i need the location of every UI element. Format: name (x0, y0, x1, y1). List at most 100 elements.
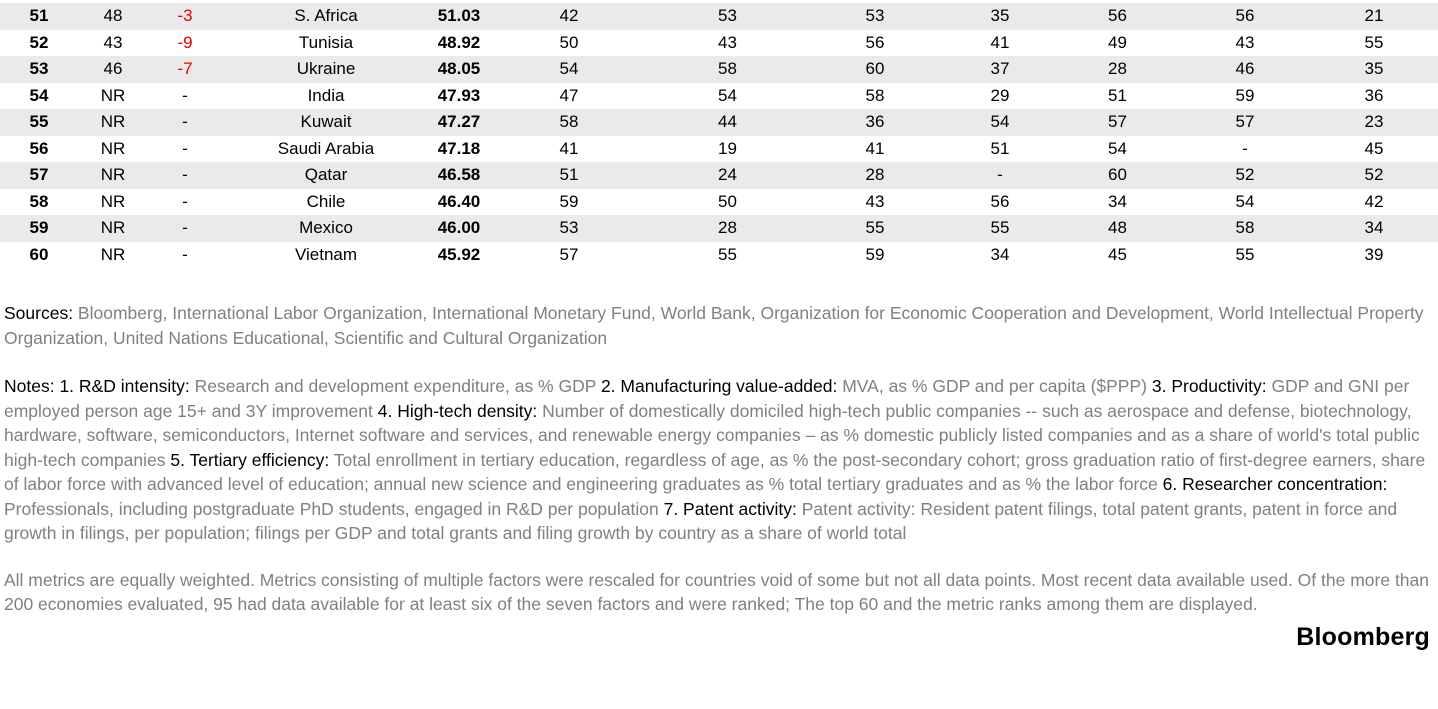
metric-rank-cell: 24 (718, 165, 737, 185)
metric-rank-cell: 43 (1235, 32, 1255, 52)
score-cell: 48.05 (437, 59, 481, 79)
metric-rank-cell: 54 (559, 59, 579, 79)
metric-rank-cell: 51 (1108, 85, 1127, 105)
change-cell: - (182, 85, 188, 105)
paragraph-label: 6. Researcher concentration: (1162, 474, 1388, 494)
metric-rank-cell: 57 (1108, 112, 1127, 132)
metric-rank-cell: 19 (718, 138, 737, 158)
metric-rank-cell: 55 (990, 218, 1010, 238)
country-cell: S. Africa (294, 6, 358, 26)
metric-rank-cell: 46 (1235, 59, 1255, 79)
metric-rank-cell: 48 (1108, 218, 1127, 238)
methodology-paragraph: All metrics are equally weighted. Metric… (4, 568, 1434, 617)
metric-rank-cell: 51 (559, 165, 579, 185)
previous-rank-cell: NR (100, 138, 126, 158)
paragraph-label: Notes: 1. R&D intensity: (4, 376, 190, 396)
paragraph-label: 4. High-tech density: (377, 400, 538, 421)
paragraph-text: GDP and GNI per employed person age 15+ … (4, 376, 1410, 421)
metric-rank-cell: 45 (1108, 244, 1127, 264)
previous-rank-cell: NR (100, 218, 126, 238)
table-row: 53 46 -7 Ukraine 48.05 54 58 60 37 28 46 35 (0, 56, 1438, 83)
table-row: 59 NR - Mexico 46.00 53 28 55 55 48 58 34 (0, 215, 1438, 242)
paragraph-text: Bloomberg, International Labor Organizat… (4, 303, 1424, 348)
metric-rank-cell: 54 (990, 112, 1010, 132)
metric-rank-cell: 57 (1235, 112, 1255, 132)
metric-rank-cell: 45 (1364, 138, 1384, 158)
change-cell: - (182, 165, 188, 185)
country-cell: Chile (306, 191, 346, 211)
bloomberg-logo: Bloomberg (1296, 622, 1430, 651)
country-cell: Mexico (299, 218, 353, 238)
metric-rank-cell: 21 (1364, 6, 1384, 26)
change-cell: -7 (177, 59, 193, 79)
metric-rank-cell: 49 (1108, 32, 1127, 52)
paragraph-label: 7. Patent activity: (663, 498, 797, 519)
rank-cell: 59 (29, 218, 49, 238)
metric-rank-cell: 59 (1235, 85, 1255, 105)
metric-rank-cell: 52 (1364, 165, 1384, 185)
metric-rank-cell: 36 (865, 112, 885, 132)
change-cell: - (182, 218, 188, 238)
paragraph-label: Sources: (4, 303, 74, 323)
rank-cell: 56 (29, 138, 49, 158)
metric-rank-cell: 37 (990, 59, 1010, 79)
metric-rank-cell: 23 (1364, 112, 1384, 132)
metric-rank-cell: 55 (1235, 244, 1255, 264)
metric-rank-cell: 39 (1364, 244, 1384, 264)
metric-rank-cell: 53 (718, 6, 737, 26)
score-cell: 47.27 (437, 112, 481, 132)
metric-rank-cell: 36 (1364, 85, 1384, 105)
metric-rank-cell: 55 (865, 218, 885, 238)
metric-rank-cell: 41 (990, 32, 1010, 52)
rank-cell: 55 (29, 112, 49, 132)
table-row: 56 NR - Saudi Arabia 47.18 41 19 41 51 54 - 45 (0, 136, 1438, 163)
paragraph-text: MVA, as % GDP and per capita ($PPP) (837, 376, 1152, 396)
metric-rank-cell: 29 (990, 85, 1010, 105)
paragraph-label: 5. Tertiary efficiency: (170, 449, 330, 470)
metric-rank-cell: 34 (990, 244, 1010, 264)
metric-rank-cell: 59 (865, 244, 885, 264)
metric-rank-cell: 56 (1235, 6, 1255, 26)
table-row: 54 NR - India 47.93 47 54 58 29 51 59 36 (0, 83, 1438, 110)
metric-rank-cell: 47 (559, 85, 579, 105)
metric-rank-cell: 53 (559, 218, 579, 238)
rank-cell: 54 (29, 85, 49, 105)
country-cell: Saudi Arabia (277, 138, 375, 158)
paragraph-text: Patent activity: Resident patent filings… (4, 498, 1398, 544)
previous-rank-cell: NR (100, 165, 126, 185)
metric-rank-cell: 28 (865, 165, 885, 185)
country-cell: Ukraine (296, 59, 356, 79)
table-row: 58 NR - Chile 46.40 59 50 43 56 34 54 42 (0, 189, 1438, 216)
metric-rank-cell: 60 (1108, 165, 1127, 185)
metric-rank-cell: 57 (559, 244, 579, 264)
metric-rank-cell: 59 (559, 191, 579, 211)
score-cell: 47.93 (437, 85, 481, 105)
metric-rank-cell: 58 (1235, 218, 1255, 238)
metric-rank-cell: 28 (1108, 59, 1127, 79)
previous-rank-cell: 48 (103, 6, 123, 26)
metric-rank-cell: 52 (1235, 165, 1255, 185)
metric-rank-cell: 35 (1364, 59, 1384, 79)
score-cell: 47.18 (437, 138, 481, 158)
score-cell: 45.92 (437, 244, 481, 264)
country-cell: Qatar (304, 165, 348, 185)
paragraph-text: Professionals, including postgraduate Ph… (4, 498, 664, 519)
metric-rank-cell: 41 (559, 138, 579, 158)
ranking-table-body: 51 48 -3 S. Africa 51.03 42 53 53 35 56 56 21 52 43 -9… (0, 3, 1438, 268)
metric-rank-cell: 56 (1108, 6, 1127, 26)
sources-paragraph: Sources: Bloomberg, International Labor … (4, 301, 1434, 350)
metric-rank-cell: 53 (865, 6, 885, 26)
rank-cell: 57 (29, 165, 49, 185)
table-row: 52 43 -9 Tunisia 48.92 50 43 56 41 49 43 55 (0, 30, 1438, 57)
notes-paragraph: Notes: 1. R&D intensity: Research and de… (4, 374, 1434, 546)
metric-rank-cell: 58 (559, 112, 579, 132)
change-cell: - (182, 244, 188, 264)
change-cell: -3 (177, 6, 193, 26)
change-cell: - (182, 138, 188, 158)
metric-rank-cell: 58 (718, 59, 737, 79)
metric-rank-cell: 34 (1364, 218, 1384, 238)
paragraph-text: Research and development expenditure, as… (189, 376, 601, 396)
rank-cell: 51 (29, 6, 49, 26)
metric-rank-cell: 43 (865, 191, 885, 211)
